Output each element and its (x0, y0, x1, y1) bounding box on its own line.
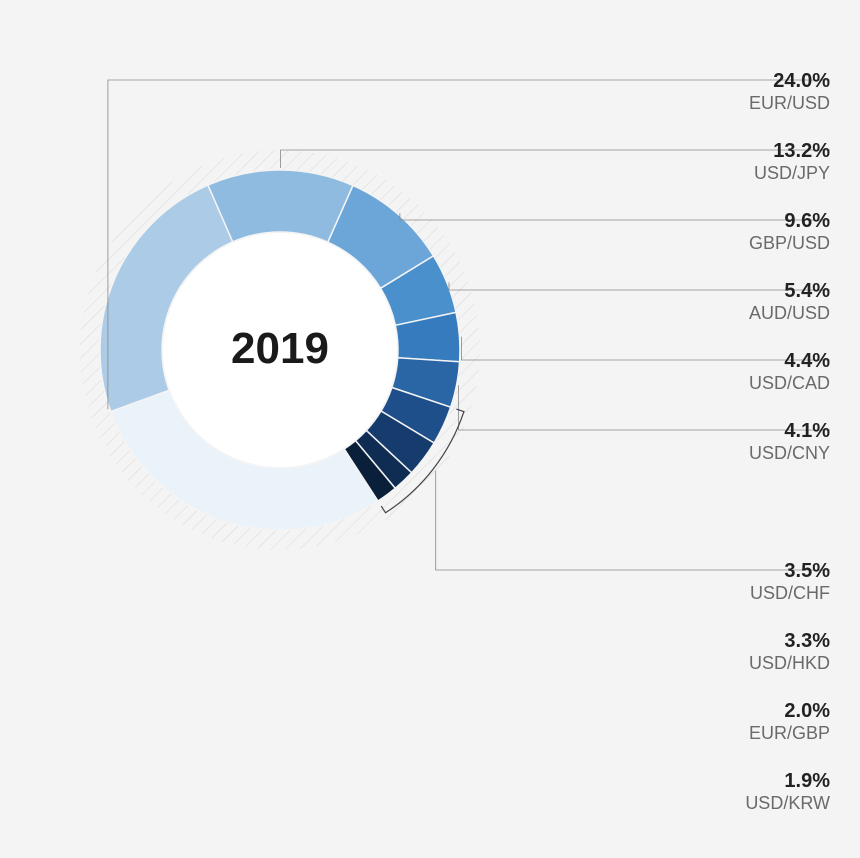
donut-segment-usd-jpy (208, 170, 353, 242)
legend-entry: 4.4%USD/CAD (749, 350, 830, 394)
legend-entry: 1.9%USD/KRW (745, 770, 830, 814)
legend-pair: GBP/USD (749, 233, 830, 254)
legend-percent: 5.4% (749, 280, 830, 303)
legend-percent: 4.4% (749, 350, 830, 373)
legend-percent: 3.5% (750, 560, 830, 583)
legend-entry: 9.6%GBP/USD (749, 210, 830, 254)
legend-percent: 3.3% (749, 630, 830, 653)
legend-percent: 9.6% (749, 210, 830, 233)
legend-entry: 5.4%AUD/USD (749, 280, 830, 324)
legend-pair: USD/CAD (749, 373, 830, 394)
legend-pair: USD/CHF (750, 583, 830, 604)
donut-chart (0, 0, 860, 858)
legend-pair: AUD/USD (749, 303, 830, 324)
legend-entry: 13.2%USD/JPY (754, 140, 830, 184)
legend-percent: 4.1% (749, 420, 830, 443)
legend-pair: EUR/GBP (749, 723, 830, 744)
legend-percent: 1.9% (745, 770, 830, 793)
legend-percent: 13.2% (754, 140, 830, 163)
legend-pair: USD/CNY (749, 443, 830, 464)
legend-pair: USD/HKD (749, 653, 830, 674)
legend-entry: 3.3%USD/HKD (749, 630, 830, 674)
legend-entry: 24.0%EUR/USD (749, 70, 830, 114)
chart-center-year: 2019 (210, 324, 350, 374)
legend-entry: 3.5%USD/CHF (750, 560, 830, 604)
legend-pair: USD/KRW (745, 793, 830, 814)
legend-entry: 4.1%USD/CNY (749, 420, 830, 464)
leader-line (281, 150, 830, 168)
legend-entry: 2.0%EUR/GBP (749, 700, 830, 744)
bracket-leader (436, 471, 830, 570)
legend-pair: USD/JPY (754, 163, 830, 184)
legend-percent: 2.0% (749, 700, 830, 723)
legend-percent: 24.0% (749, 70, 830, 93)
legend-pair: EUR/USD (749, 93, 830, 114)
